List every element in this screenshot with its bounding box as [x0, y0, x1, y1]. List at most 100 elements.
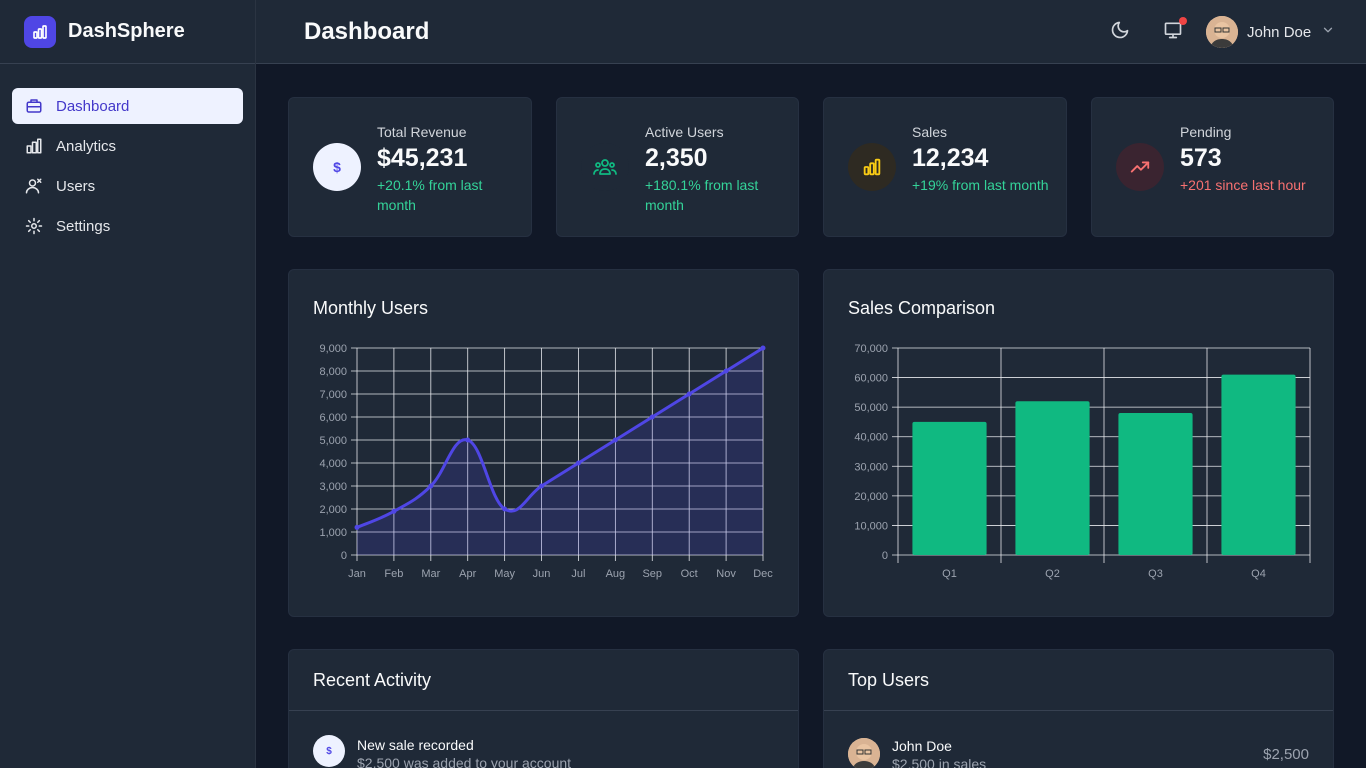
stat-change: +19% from last month: [912, 177, 1049, 193]
notification-badge: [1179, 17, 1187, 25]
app-name: DashSphere: [68, 20, 185, 42]
chart-title: Sales Comparison: [848, 298, 996, 318]
y-tick-label: 70,000: [854, 343, 888, 355]
data-point: [354, 524, 360, 530]
sidebar-item-dashboard[interactable]: Dashboard: [12, 88, 243, 124]
y-tick-label: 40,000: [854, 432, 888, 444]
y-tick-label: 3,000: [319, 481, 347, 493]
monitor-icon: [1163, 20, 1183, 45]
card-title: Top Users: [848, 670, 930, 690]
y-tick-label: 0: [882, 550, 888, 562]
data-point: [649, 414, 655, 420]
stat-label: Pending: [1180, 124, 1232, 140]
monthly-users-card: Monthly Users 0 1,000 2,000 3,000 4,000 5,000…: [288, 269, 799, 617]
data-point: [465, 437, 471, 443]
x-tick-label: Aug: [606, 568, 626, 580]
stat-change: +180.1% from last month: [645, 177, 759, 213]
sidebar-nav: Dashboard Analytics Users Settings: [0, 64, 255, 244]
x-tick-label: Q2: [1045, 568, 1060, 580]
stat-value: $45,231: [377, 144, 468, 172]
x-tick-label: Q3: [1148, 568, 1163, 580]
gear-icon: [24, 216, 44, 236]
bar: [912, 421, 987, 555]
y-tick-label: 60,000: [854, 373, 888, 385]
briefcase-icon: [24, 96, 44, 116]
activity-text: New sale recorded $2,500 was added to yo…: [357, 735, 571, 768]
y-tick-label: 1,000: [319, 527, 347, 539]
x-tick-label: Jan: [348, 568, 366, 580]
x-tick-label: Feb: [384, 568, 403, 580]
stat-label: Total Revenue: [377, 124, 467, 140]
brand[interactable]: DashSphere: [0, 0, 255, 64]
sales-comparison-card: Sales Comparison 0 10,000 20,000 30,000 40,0…: [823, 269, 1334, 617]
bar: [1015, 401, 1090, 555]
activity-subtitle: $2,500 was added to your account: [357, 755, 572, 768]
y-tick-label: 6,000: [319, 412, 347, 424]
users-icon: [581, 143, 629, 191]
notifications-button[interactable]: [1161, 17, 1187, 45]
y-tick-label: 10,000: [854, 520, 888, 532]
top-user-subtitle: $2,500 in sales: [892, 756, 987, 768]
x-tick-label: May: [494, 568, 515, 580]
x-tick-label: Apr: [459, 568, 476, 580]
x-tick-label: Jun: [533, 568, 551, 580]
bar: [1221, 374, 1296, 555]
x-tick-label: Jul: [571, 568, 585, 580]
x-tick-label: Mar: [421, 568, 440, 580]
stat-value: 573: [1180, 144, 1222, 172]
data-point: [502, 506, 508, 512]
avatar: [1206, 16, 1238, 48]
stat-value: 2,350: [645, 144, 708, 172]
y-tick-label: 20,000: [854, 491, 888, 503]
y-tick-label: 8,000: [319, 366, 347, 378]
bar-chart-icon: [848, 143, 896, 191]
dollar-icon: $: [313, 735, 345, 767]
sidebar-item-label: Dashboard: [56, 97, 130, 115]
stat-change: +201 since last hour: [1180, 177, 1306, 193]
y-tick-label: 50,000: [854, 402, 888, 414]
sales-comparison-chart: 0 10,000 20,000 30,000 40,000 50,000 60,000 70,…: [854, 343, 1311, 580]
sidebar-item-label: Settings: [56, 217, 111, 235]
top-user-text: John Doe $2,500 in sales: [892, 738, 986, 768]
recent-activity-card: Recent Activity $ New sale recorded $2,5…: [288, 649, 799, 768]
trending-up-icon: [1116, 143, 1164, 191]
chevron-down-icon: [1321, 23, 1335, 42]
sidebar-item-label: Users: [56, 177, 96, 195]
x-tick-label: Q4: [1251, 568, 1266, 580]
data-point: [686, 391, 692, 397]
stat-label: Active Users: [645, 124, 724, 140]
sidebar-item-users[interactable]: Users: [12, 168, 243, 204]
divider: [824, 710, 1333, 711]
data-point: [575, 460, 581, 466]
dollar-icon: $: [313, 143, 361, 191]
bar: [1118, 413, 1193, 555]
top-user-amount: $2,500: [1263, 746, 1309, 763]
x-tick-label: Nov: [716, 568, 736, 580]
user-menu[interactable]: John Doe: [1206, 16, 1335, 48]
users-icon: [24, 176, 44, 196]
sidebar: DashSphere Dashboard Analytics Users Set…: [0, 0, 256, 768]
bar-chart-icon: [24, 15, 56, 48]
card-title: Recent Activity: [313, 670, 432, 690]
top-users-card: Top Users John Doe $2,500 in sales $2,50…: [823, 649, 1334, 768]
stat-change: +20.1% from last month: [377, 177, 483, 213]
data-point: [391, 508, 397, 514]
y-tick-label: 7,000: [319, 389, 347, 401]
y-tick-label: 9,000: [319, 343, 347, 355]
bar-chart-icon: [24, 136, 44, 156]
theme-toggle-button[interactable]: [1108, 20, 1132, 44]
list-item[interactable]: John Doe $2,500 in sales: [848, 738, 986, 768]
y-tick-label: 4,000: [319, 458, 347, 470]
sidebar-item-label: Analytics: [56, 137, 117, 155]
y-tick-label: 5,000: [319, 435, 347, 447]
x-tick-label: Dec: [753, 568, 773, 580]
data-point: [612, 437, 618, 443]
data-point: [723, 368, 729, 374]
sidebar-item-settings[interactable]: Settings: [12, 208, 243, 244]
sidebar-item-analytics[interactable]: Analytics: [12, 128, 243, 164]
y-tick-label: 0: [341, 550, 347, 562]
data-point: [428, 483, 434, 489]
list-item[interactable]: $ New sale recorded $2,500 was added to …: [313, 735, 571, 768]
stat-card-revenue: $ Total Revenue $45,231 +20.1% from last…: [288, 97, 532, 237]
area-fill: [357, 348, 763, 555]
